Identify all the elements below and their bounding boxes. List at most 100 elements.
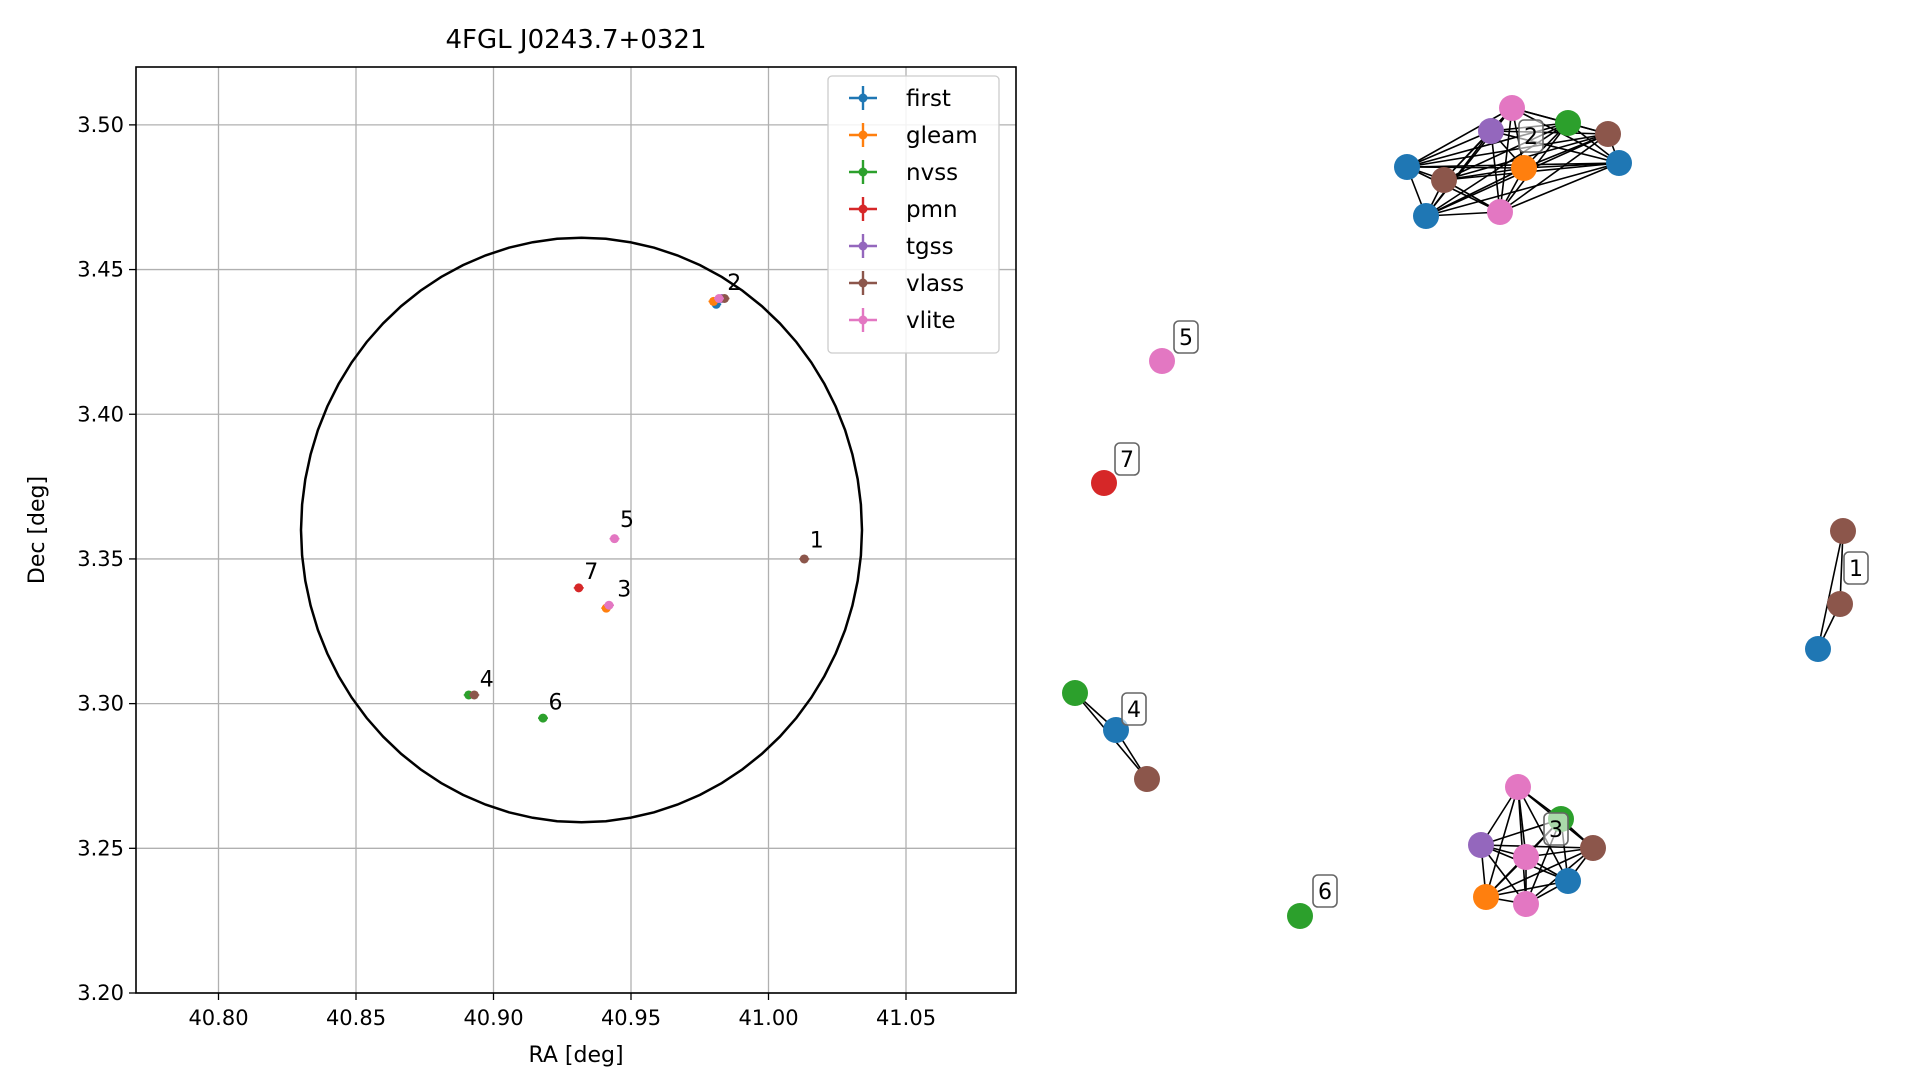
network-edge (1517, 786, 1569, 882)
legend-label-nvss: nvss (906, 160, 958, 186)
y-axis-label: Dec [deg] (25, 476, 50, 584)
network-edge (1425, 122, 1569, 217)
x-tick-label: 41.00 (738, 1006, 798, 1030)
network-node-tgss (1478, 118, 1504, 144)
network-edge (1406, 107, 1513, 168)
network-node-vlite (1513, 891, 1539, 917)
network-edge (1425, 162, 1620, 217)
network-edge (1406, 166, 1501, 213)
error-circle (299, 236, 864, 824)
x-tick-label: 41.05 (876, 1006, 936, 1030)
legend-label-pmn: pmn (906, 197, 958, 223)
network-edge (1817, 530, 1844, 650)
legend: first gleam nvss pmn tgss vlass vlite (827, 75, 1000, 354)
network-edge (1406, 130, 1492, 168)
network-edge (1485, 786, 1519, 898)
axis-ticks: 40.80 40.85 40.90 40.95 41.00 41.05 3.20 3.25 3.… (77, 113, 936, 1030)
data-point-vlite (604, 600, 614, 610)
legend-marker (858, 278, 868, 288)
network-node-first (1805, 636, 1831, 662)
y-tick-label: 3.50 (77, 113, 124, 137)
legend-marker (858, 315, 868, 325)
network-label: 7 (1120, 448, 1134, 473)
network-edge (1425, 167, 1525, 217)
source-label: 6 (549, 690, 563, 715)
network-label: 3 (1549, 818, 1563, 843)
grid (136, 67, 1016, 994)
source-label: 7 (584, 560, 598, 585)
network-edge (1485, 847, 1594, 898)
network-node-pmn (1091, 470, 1117, 496)
legend-label-tgss: tgss (906, 234, 954, 260)
chart-title: 4FGL J0243.7+0321 (446, 25, 707, 55)
x-tick-label: 40.85 (326, 1006, 386, 1030)
network-edge (1485, 880, 1569, 898)
legend-marker (858, 167, 868, 177)
data-point-vlass (469, 690, 479, 700)
y-tick-label: 3.35 (77, 547, 124, 571)
network-label: 5 (1179, 326, 1193, 351)
network-node-vlass (1580, 835, 1606, 861)
network-label-box (1312, 874, 1338, 908)
network-label: 1 (1849, 557, 1863, 582)
network-label: 6 (1318, 880, 1332, 905)
network-edge (1499, 133, 1609, 213)
network-node-gleam (1473, 884, 1499, 910)
network-node-first (1606, 150, 1632, 176)
network-label-box (1114, 442, 1140, 476)
legend-marker (858, 93, 868, 103)
y-tick-label: 3.45 (77, 258, 124, 282)
source-label: 3 (617, 578, 631, 603)
legend-marker (858, 241, 868, 251)
data-point-nvss (538, 713, 548, 723)
x-tick-label: 40.90 (463, 1006, 523, 1030)
data-point-vlite (610, 534, 619, 544)
x-tick-label: 40.95 (601, 1006, 661, 1030)
network-label: 4 (1127, 698, 1141, 723)
legend-label-first: first (906, 86, 951, 112)
legend-marker (858, 130, 868, 140)
network-node-vlass (1595, 121, 1621, 147)
y-tick-label: 3.30 (77, 692, 124, 716)
source-label: 4 (480, 667, 494, 692)
y-tick-label: 3.20 (77, 981, 124, 1005)
network-node-tgss (1468, 832, 1494, 858)
network-node-first (1555, 868, 1581, 894)
network-label-box (1543, 812, 1569, 846)
network-nodes (1062, 95, 1856, 929)
data-point-pmn (574, 583, 584, 593)
scatter-panel: 1 2 3 4 5 6 7 40.80 40.85 40.90 40.95 41.00 41.05 3.… (25, 25, 1017, 1068)
network-edge (1490, 130, 1620, 164)
source-label: 5 (620, 508, 634, 533)
network-node-nvss (1062, 680, 1088, 706)
network-label: 2 (1524, 125, 1538, 150)
network-edge (1499, 162, 1620, 213)
network-node-vlite (1499, 95, 1525, 121)
network-node-vlass (1827, 591, 1853, 617)
legend-label-vlite: vlite (906, 308, 956, 334)
network-node-vlass (1431, 167, 1457, 193)
network-node-vlite (1513, 844, 1539, 870)
network-edge (1480, 844, 1594, 849)
network-node-nvss (1555, 110, 1581, 136)
data-point-vlass (799, 554, 809, 564)
network-node-vlass (1134, 766, 1160, 792)
legend-label-gleam: gleam (906, 123, 978, 149)
network-node-first (1413, 203, 1439, 229)
network-node-vlite (1505, 774, 1531, 800)
axes-frame (135, 66, 1017, 994)
data-point-vlite (714, 294, 724, 303)
network-node-nvss (1287, 903, 1313, 929)
y-tick-label: 3.25 (77, 836, 124, 860)
source-label: 1 (810, 528, 824, 553)
data-points (463, 294, 810, 723)
network-node-vlite (1487, 199, 1513, 225)
network-panel: 1 2 3 4 5 6 7 (1062, 95, 1869, 929)
network-labels: 1 2 3 4 5 6 7 (1114, 119, 1869, 908)
x-tick-label: 40.80 (188, 1006, 248, 1030)
network-node-gleam (1511, 155, 1537, 181)
network-label-box (1121, 692, 1147, 726)
legend-marker (858, 204, 868, 214)
network-node-vlite (1149, 348, 1175, 374)
